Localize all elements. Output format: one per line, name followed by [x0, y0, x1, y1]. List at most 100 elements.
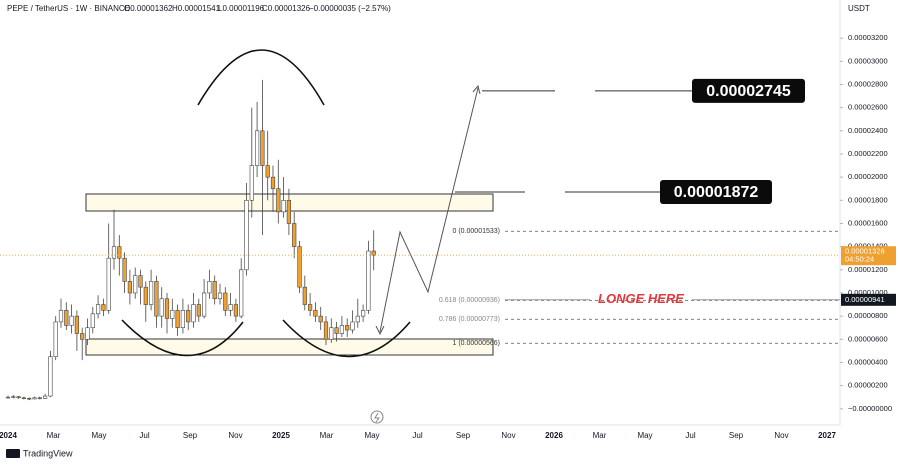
candle-body	[11, 396, 16, 398]
x-tick-label: Nov	[501, 431, 515, 440]
candle-body	[239, 269, 244, 317]
candle-body	[207, 281, 212, 294]
candle-body	[85, 327, 90, 340]
y-tick-label: 0.00002200	[848, 149, 888, 158]
current-price-tag	[841, 246, 896, 266]
x-tick-label: 2027	[818, 431, 836, 440]
x-tick-label: Nov	[774, 431, 788, 440]
candle-body	[170, 310, 175, 319]
entry-text: LONGE HERE	[598, 291, 684, 306]
candle-body	[122, 257, 127, 282]
candle-body	[334, 327, 339, 334]
candle-body	[212, 281, 217, 300]
x-tick-label: 2024	[0, 431, 17, 440]
candle-body	[233, 304, 239, 317]
candle-body	[360, 310, 366, 317]
candle-body	[355, 315, 360, 323]
candle-body	[244, 200, 249, 271]
y-tick-label: −0.00000000	[848, 404, 892, 413]
y-tick-label: 0.00002400	[848, 126, 888, 135]
candle-body	[313, 310, 318, 317]
entry-tag	[841, 293, 896, 306]
candle-body	[164, 298, 170, 319]
candle-body	[276, 188, 281, 213]
fib-label: 1 (0.00000566)	[453, 340, 500, 347]
support-zone	[85, 338, 494, 356]
candle-body	[149, 281, 154, 305]
candle-body	[371, 250, 376, 256]
lightning-icon[interactable]	[370, 410, 384, 424]
candle-body	[90, 313, 95, 329]
x-tick-label: Sep	[183, 431, 198, 440]
y-tick-label: 0.00001200	[848, 265, 888, 274]
candle-body	[223, 292, 228, 311]
x-tick-label: Sep	[456, 431, 471, 440]
fib-label: 0.786 (0.00000773)	[439, 316, 500, 323]
target-label: 0.00001872	[674, 184, 759, 201]
candle-body	[16, 396, 21, 399]
x-tick-label: Jul	[685, 431, 695, 440]
entry-tag-label: 0.00000941	[845, 295, 885, 304]
candle-body	[111, 246, 117, 259]
y-tick-label: 0.00002800	[848, 79, 888, 88]
x-tick-label: Sep	[729, 431, 744, 440]
header-change: −0.00000035 (−2.57%)	[309, 4, 391, 13]
candle-body	[307, 304, 313, 311]
candle-body	[37, 397, 42, 399]
y-tick-label: 0.00001800	[848, 195, 888, 204]
y-tick-label: 0.00003000	[848, 56, 888, 65]
x-tick-label: 2025	[272, 431, 290, 440]
arrow-head	[375, 325, 385, 336]
candle-body	[74, 315, 79, 334]
candle-body	[5, 396, 11, 399]
right-bottom-arc	[282, 319, 411, 358]
candle-body	[69, 315, 74, 326]
header-low: L0.00001196	[218, 4, 265, 13]
candle-body	[249, 165, 254, 201]
candle-body	[133, 275, 138, 294]
candle-body	[32, 397, 37, 400]
header-open: O0.00001362	[124, 4, 173, 13]
y-tick-label: 0.00000400	[848, 357, 888, 366]
candle-body	[143, 286, 148, 305]
candle-body	[53, 321, 58, 357]
header-symbol: PEPE / TetherUS · 1W · BINANCE	[7, 4, 130, 13]
x-tick-label: May	[91, 431, 106, 440]
candle-body	[58, 310, 64, 323]
candle-body	[42, 395, 48, 399]
candle-body	[127, 281, 133, 294]
x-tick-label: Nov	[228, 431, 242, 440]
candle-body	[297, 246, 302, 288]
y-tick-label: 0.00001400	[848, 242, 888, 251]
candle-body	[217, 292, 223, 300]
candle-body	[318, 315, 323, 323]
candle-body	[48, 356, 53, 397]
y-tick-label: 0.00002000	[848, 172, 888, 181]
candle-body	[138, 275, 143, 288]
candle-body	[260, 130, 265, 166]
y-tick-label: 0.00001000	[848, 288, 888, 297]
y-tick-label: 0.00000800	[848, 311, 888, 320]
candle-body	[175, 310, 180, 329]
candle-body	[202, 292, 207, 317]
plot-area	[5, 79, 376, 401]
arrow-head	[472, 84, 481, 95]
candle-body	[196, 304, 201, 317]
x-tick-label: Mar	[593, 431, 607, 440]
candle-body	[302, 286, 307, 305]
x-tick-label: May	[364, 431, 379, 440]
current-price-label: 0.00001326	[845, 247, 885, 256]
candle-body	[101, 304, 106, 311]
fib-label: 0.618 (0.00000936)	[439, 297, 500, 304]
candle-body	[27, 398, 32, 400]
candle-body	[180, 310, 186, 329]
candle-body	[366, 250, 371, 311]
candle-body	[21, 397, 27, 399]
candle-body	[281, 200, 286, 213]
candle-body	[106, 257, 111, 311]
top-arc	[197, 49, 325, 106]
y-tick-label: 0.00002600	[848, 103, 888, 112]
x-tick-label: Jul	[412, 431, 422, 440]
candle-body	[64, 310, 69, 326]
left-bottom-arc	[121, 319, 244, 357]
